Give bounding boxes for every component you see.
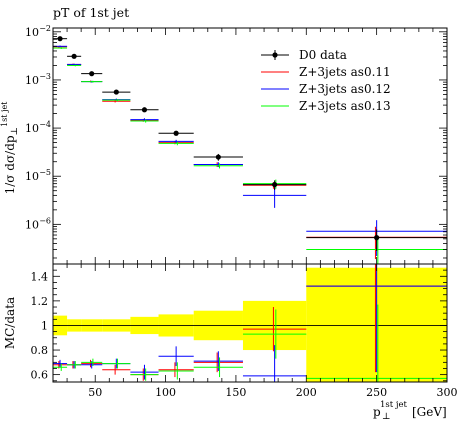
- y-tick-exponent: −5: [39, 168, 51, 177]
- y-tick-exponent: −2: [39, 24, 51, 33]
- data-point: [141, 107, 148, 113]
- y-tick-exponent: −6: [39, 216, 51, 225]
- legend-label: Z+3jets as0.11: [299, 65, 391, 79]
- y-tick-label: 10: [25, 218, 39, 231]
- main-frame: [52, 27, 448, 265]
- x-tick-label: 150: [225, 386, 246, 399]
- ratio-tick-label: 1: [41, 319, 48, 332]
- legend-label: Z+3jets as0.12: [299, 82, 391, 96]
- y-tick-label: 10: [25, 26, 39, 39]
- x-tick-label: 100: [155, 386, 176, 399]
- x-tick-label: 50: [88, 386, 102, 399]
- svg-text:p: p: [373, 405, 381, 419]
- legend: D0 data Z+3jets as0.11 Z+3jets as0.12 Z+3je…: [261, 48, 391, 113]
- ratio-tick-label: 0.8: [31, 344, 49, 357]
- svg-text:⊥: ⊥: [382, 412, 390, 422]
- data-point: [173, 130, 179, 136]
- ratio-panel: [53, 264, 447, 382]
- y-tick-exponent: −4: [39, 120, 51, 129]
- y-tick-label: 10: [25, 74, 39, 87]
- data-point: [374, 235, 380, 241]
- legend-marker: [272, 52, 278, 58]
- y-tick-label: 10: [25, 122, 39, 135]
- ratio-tick-label: 1.4: [31, 270, 49, 283]
- x-tick-label: 250: [366, 386, 387, 399]
- x-axis-label: p ⊥ 1st jet [GeV]: [373, 400, 447, 422]
- legend-label: Z+3jets as0.13: [299, 99, 391, 113]
- data-point: [71, 53, 77, 59]
- svg-text:[GeV]: [GeV]: [412, 405, 447, 419]
- svg-text:1st jet: 1st jet: [380, 400, 408, 410]
- legend-label: D0 data: [299, 48, 347, 62]
- ratio-tick-label: 0.6: [31, 369, 49, 382]
- main-y-axis-label: 1/σ dσ/dp⊥1st jet: [0, 101, 20, 195]
- data-point: [57, 36, 63, 42]
- ratio-tick-label: 1.2: [31, 295, 49, 308]
- y-tick-label: 10: [25, 170, 39, 183]
- main-panel: [53, 36, 447, 264]
- y-tick-exponent: −3: [39, 72, 51, 81]
- chart-title: pT of 1st jet: [53, 5, 129, 20]
- ratio-y-axis-label: MC/data: [3, 297, 17, 349]
- data-point: [215, 154, 221, 160]
- x-tick-label: 200: [296, 386, 317, 399]
- data-point: [113, 89, 119, 95]
- x-tick-label: 300: [437, 386, 458, 399]
- data-point: [89, 71, 95, 77]
- data-point: [272, 181, 278, 188]
